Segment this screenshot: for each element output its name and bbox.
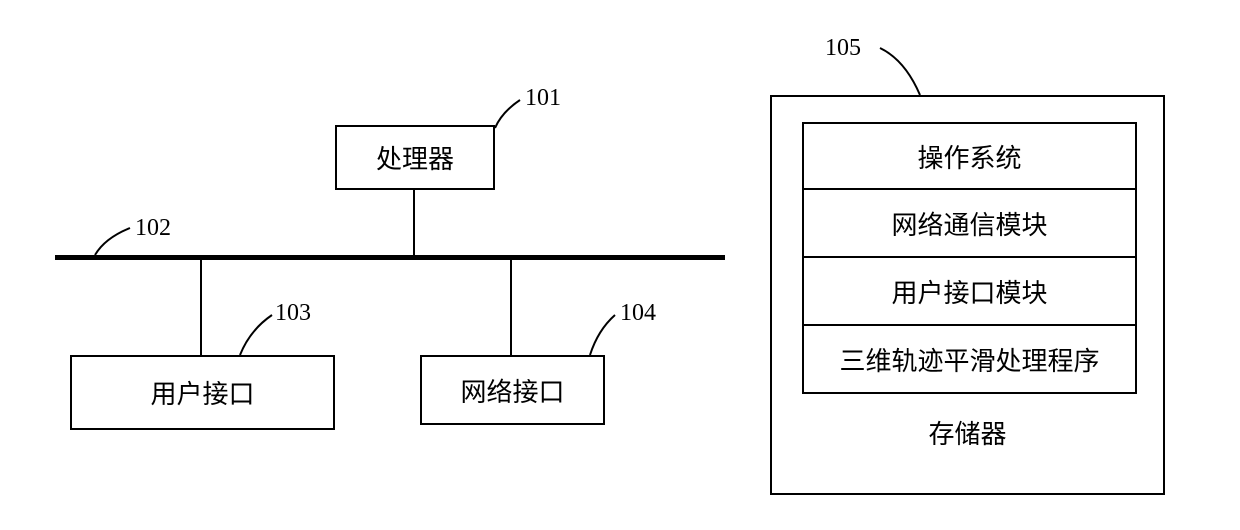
leader-lines [0,0,1240,530]
leader-line [880,48,920,95]
leader-line [590,315,615,355]
leader-line [240,315,272,355]
leader-line [495,100,520,128]
leader-line [95,228,130,255]
